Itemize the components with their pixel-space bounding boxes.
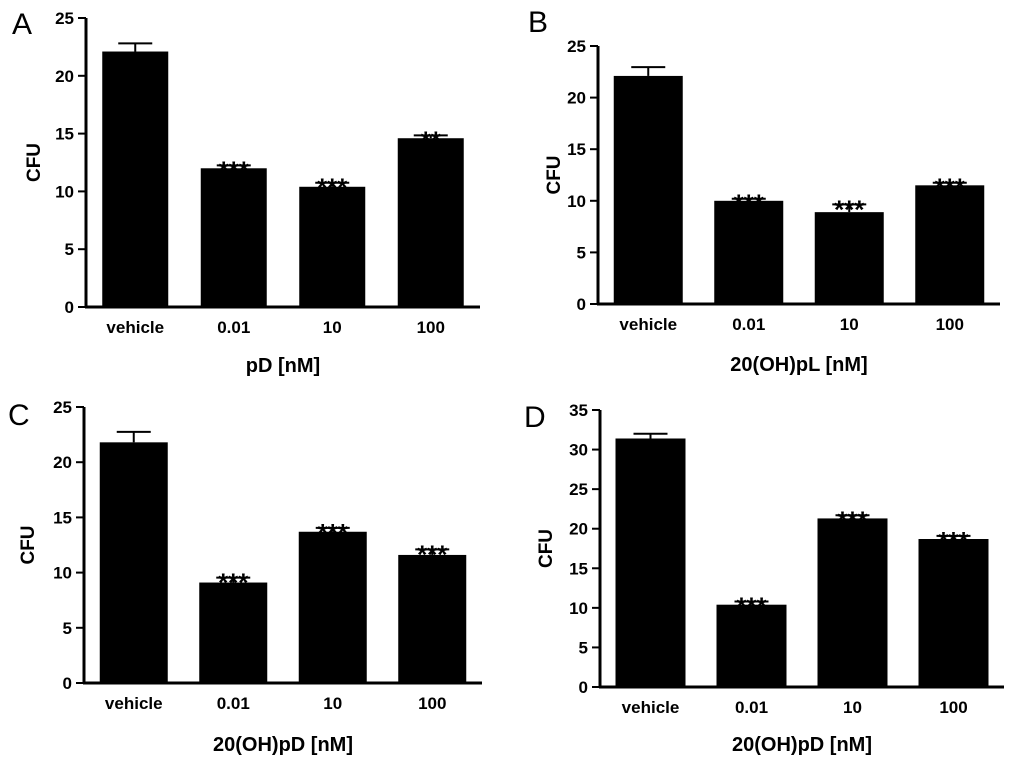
x-tick-label-1: 0.01 [732, 315, 765, 334]
y-tick-label-3: 15 [567, 140, 586, 159]
bar-2 [299, 186, 366, 307]
y-tick-label-2: 10 [569, 599, 588, 618]
x-axis-label: 20(OH)pD [nM] [732, 734, 872, 756]
y-tick-label-2: 10 [53, 564, 72, 583]
y-axis-label: CFU [536, 529, 557, 568]
significance-marker-3: *** [935, 173, 966, 203]
y-tick-label-0: 0 [577, 295, 586, 314]
y-tick-label-5: 25 [569, 480, 588, 499]
significance-marker-1: *** [736, 592, 767, 622]
x-tick-label-0: vehicle [619, 315, 677, 334]
significance-marker-3: ** [421, 125, 442, 155]
bar-3 [398, 554, 467, 683]
x-tick-label-3: 100 [418, 694, 446, 713]
y-tick-label-1: 5 [65, 240, 74, 259]
y-tick-label-4: 20 [55, 67, 74, 86]
panel-letter: B [528, 6, 548, 39]
significance-marker-2: *** [317, 173, 348, 203]
significance-marker-1: *** [218, 568, 249, 598]
y-tick-label-4: 20 [569, 520, 588, 539]
significance-marker-2: *** [318, 518, 349, 548]
significance-marker-2: *** [837, 505, 868, 535]
bar-0 [615, 438, 686, 687]
x-tick-label-2: 10 [323, 318, 342, 337]
x-tick-label-1: 0.01 [217, 318, 250, 337]
y-tick-label-3: 15 [55, 125, 74, 144]
y-tick-label-5: 25 [55, 9, 74, 28]
x-tick-label-0: vehicle [106, 318, 164, 337]
y-tick-label-7: 35 [569, 401, 588, 420]
panel-letter: D [524, 401, 546, 434]
x-tick-label-2: 10 [323, 694, 342, 713]
significance-marker-1: *** [734, 189, 765, 219]
x-axis-label: 20(OH)pD [nM] [213, 734, 353, 756]
y-tick-label-2: 10 [55, 182, 74, 201]
bar-2 [817, 518, 888, 687]
bar-1 [714, 200, 784, 304]
x-axis-label: pD [nM] [246, 355, 320, 377]
bar-0 [102, 51, 169, 307]
significance-marker-3: *** [417, 539, 448, 569]
panel-letter: A [12, 8, 32, 41]
y-axis-label: CFU [18, 525, 39, 564]
y-tick-label-4: 20 [567, 89, 586, 108]
x-tick-label-0: vehicle [622, 698, 680, 717]
bar-2 [814, 212, 884, 304]
y-axis-label: CFU [24, 143, 45, 182]
x-tick-label-0: vehicle [105, 694, 163, 713]
bar-3 [397, 138, 464, 307]
x-tick-label-1: 0.01 [217, 694, 250, 713]
bar-0 [613, 75, 683, 304]
y-tick-label-1: 5 [577, 243, 586, 262]
panel-letter: C [8, 399, 30, 432]
y-tick-label-4: 20 [53, 453, 72, 472]
significance-marker-2: *** [834, 194, 865, 224]
y-tick-label-5: 25 [53, 398, 72, 417]
bar-2 [298, 531, 367, 683]
x-tick-label-3: 100 [936, 315, 964, 334]
bar-3 [915, 185, 985, 304]
y-tick-label-3: 15 [53, 508, 72, 527]
y-tick-label-0: 0 [579, 678, 588, 697]
x-tick-label-3: 100 [417, 318, 445, 337]
y-axis-label: CFU [544, 155, 565, 194]
x-axis-label: 20(OH)pL [nM] [730, 354, 867, 376]
y-tick-label-6: 30 [569, 441, 588, 460]
x-tick-label-2: 10 [840, 315, 859, 334]
y-tick-label-1: 5 [579, 638, 588, 657]
x-tick-label-3: 100 [939, 698, 967, 717]
bar-1 [199, 582, 268, 683]
bar-1 [200, 168, 267, 307]
y-tick-label-0: 0 [65, 298, 74, 317]
y-tick-label-3: 15 [569, 559, 588, 578]
y-tick-label-0: 0 [63, 674, 72, 693]
y-tick-label-1: 5 [63, 619, 72, 638]
x-tick-label-2: 10 [843, 698, 862, 717]
y-tick-label-5: 25 [567, 37, 586, 56]
bar-0 [99, 442, 168, 683]
bar-3 [918, 539, 989, 687]
significance-marker-3: *** [938, 526, 969, 556]
x-tick-label-1: 0.01 [735, 698, 768, 717]
significance-marker-1: *** [219, 155, 250, 185]
y-tick-label-2: 10 [567, 192, 586, 211]
bar-1 [716, 604, 787, 687]
